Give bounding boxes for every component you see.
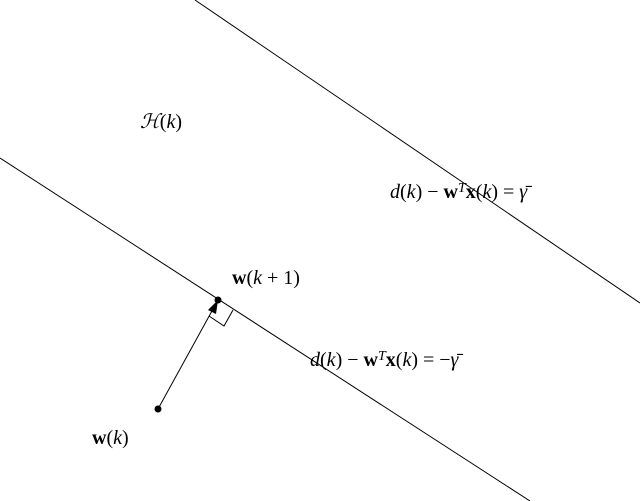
label-lower-eq: d(k) − wTx(k) = −γ̄ bbox=[310, 349, 463, 371]
label-Hk: ℋ(k) bbox=[140, 111, 182, 133]
label-wk1: w(k + 1) bbox=[232, 267, 300, 289]
lower-boundary-line bbox=[0, 158, 530, 501]
label-upper-eq: d(k) − wTx(k) = γ̄ bbox=[390, 181, 532, 203]
right-angle-mark bbox=[209, 310, 233, 326]
point-wk1 bbox=[215, 297, 222, 304]
upper-boundary-line bbox=[195, 0, 640, 303]
point-wk bbox=[155, 406, 162, 413]
label-wk: w(k) bbox=[92, 427, 129, 449]
diagram-svg: ℋ(k) d(k) − wTx(k) = γ̄ d(k) − wTx(k) = … bbox=[0, 0, 640, 501]
